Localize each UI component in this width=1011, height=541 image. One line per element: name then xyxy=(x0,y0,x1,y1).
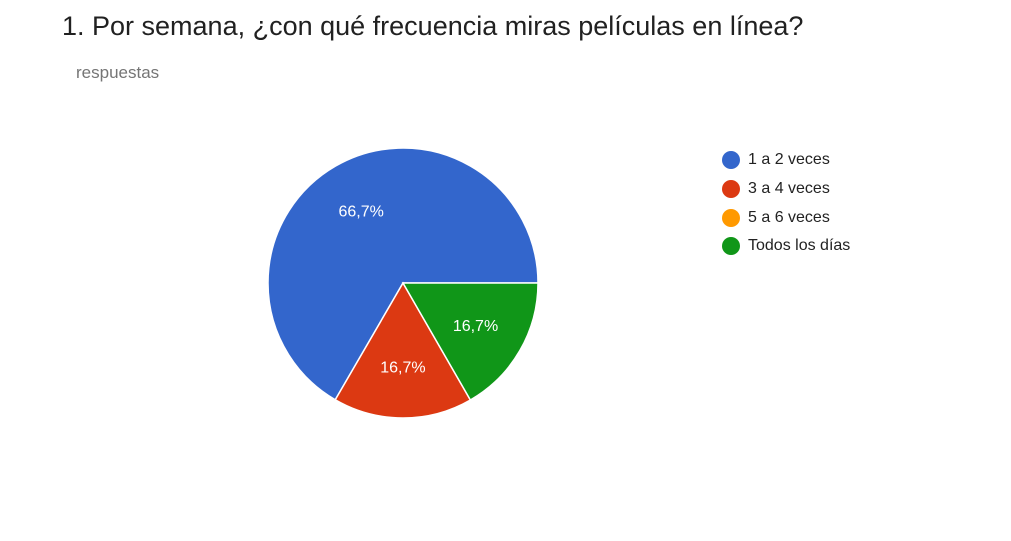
legend-item[interactable]: 3 a 4 veces xyxy=(722,175,850,204)
legend-label: 5 a 6 veces xyxy=(748,208,830,226)
chart-legend: 1 a 2 veces 3 a 4 veces 5 a 6 veces Todos l… xyxy=(722,146,850,261)
legend-item[interactable]: Todos los días xyxy=(722,232,850,261)
chart-title: 1. Por semana, ¿con qué frecuencia miras… xyxy=(62,11,804,41)
slice-label: 66,7% xyxy=(339,204,384,221)
legend-item[interactable]: 1 a 2 veces xyxy=(722,146,850,175)
legend-label: 1 a 2 veces xyxy=(748,151,830,169)
legend-swatch xyxy=(722,151,740,170)
legend-label: 3 a 4 veces xyxy=(748,180,830,198)
slice-label: 16,7% xyxy=(453,318,498,335)
legend-swatch xyxy=(722,208,740,227)
legend-swatch xyxy=(722,237,740,256)
pie-slice[interactable] xyxy=(334,281,472,419)
legend-item[interactable]: 5 a 6 veces xyxy=(722,203,850,232)
legend-swatch xyxy=(722,180,740,199)
pie-slice[interactable] xyxy=(267,147,539,401)
slice-label: 16,7% xyxy=(380,360,425,377)
pie-slice[interactable] xyxy=(401,282,539,402)
chart-subtitle: respuestas xyxy=(76,63,160,82)
legend-label: Todos los días xyxy=(748,237,851,255)
